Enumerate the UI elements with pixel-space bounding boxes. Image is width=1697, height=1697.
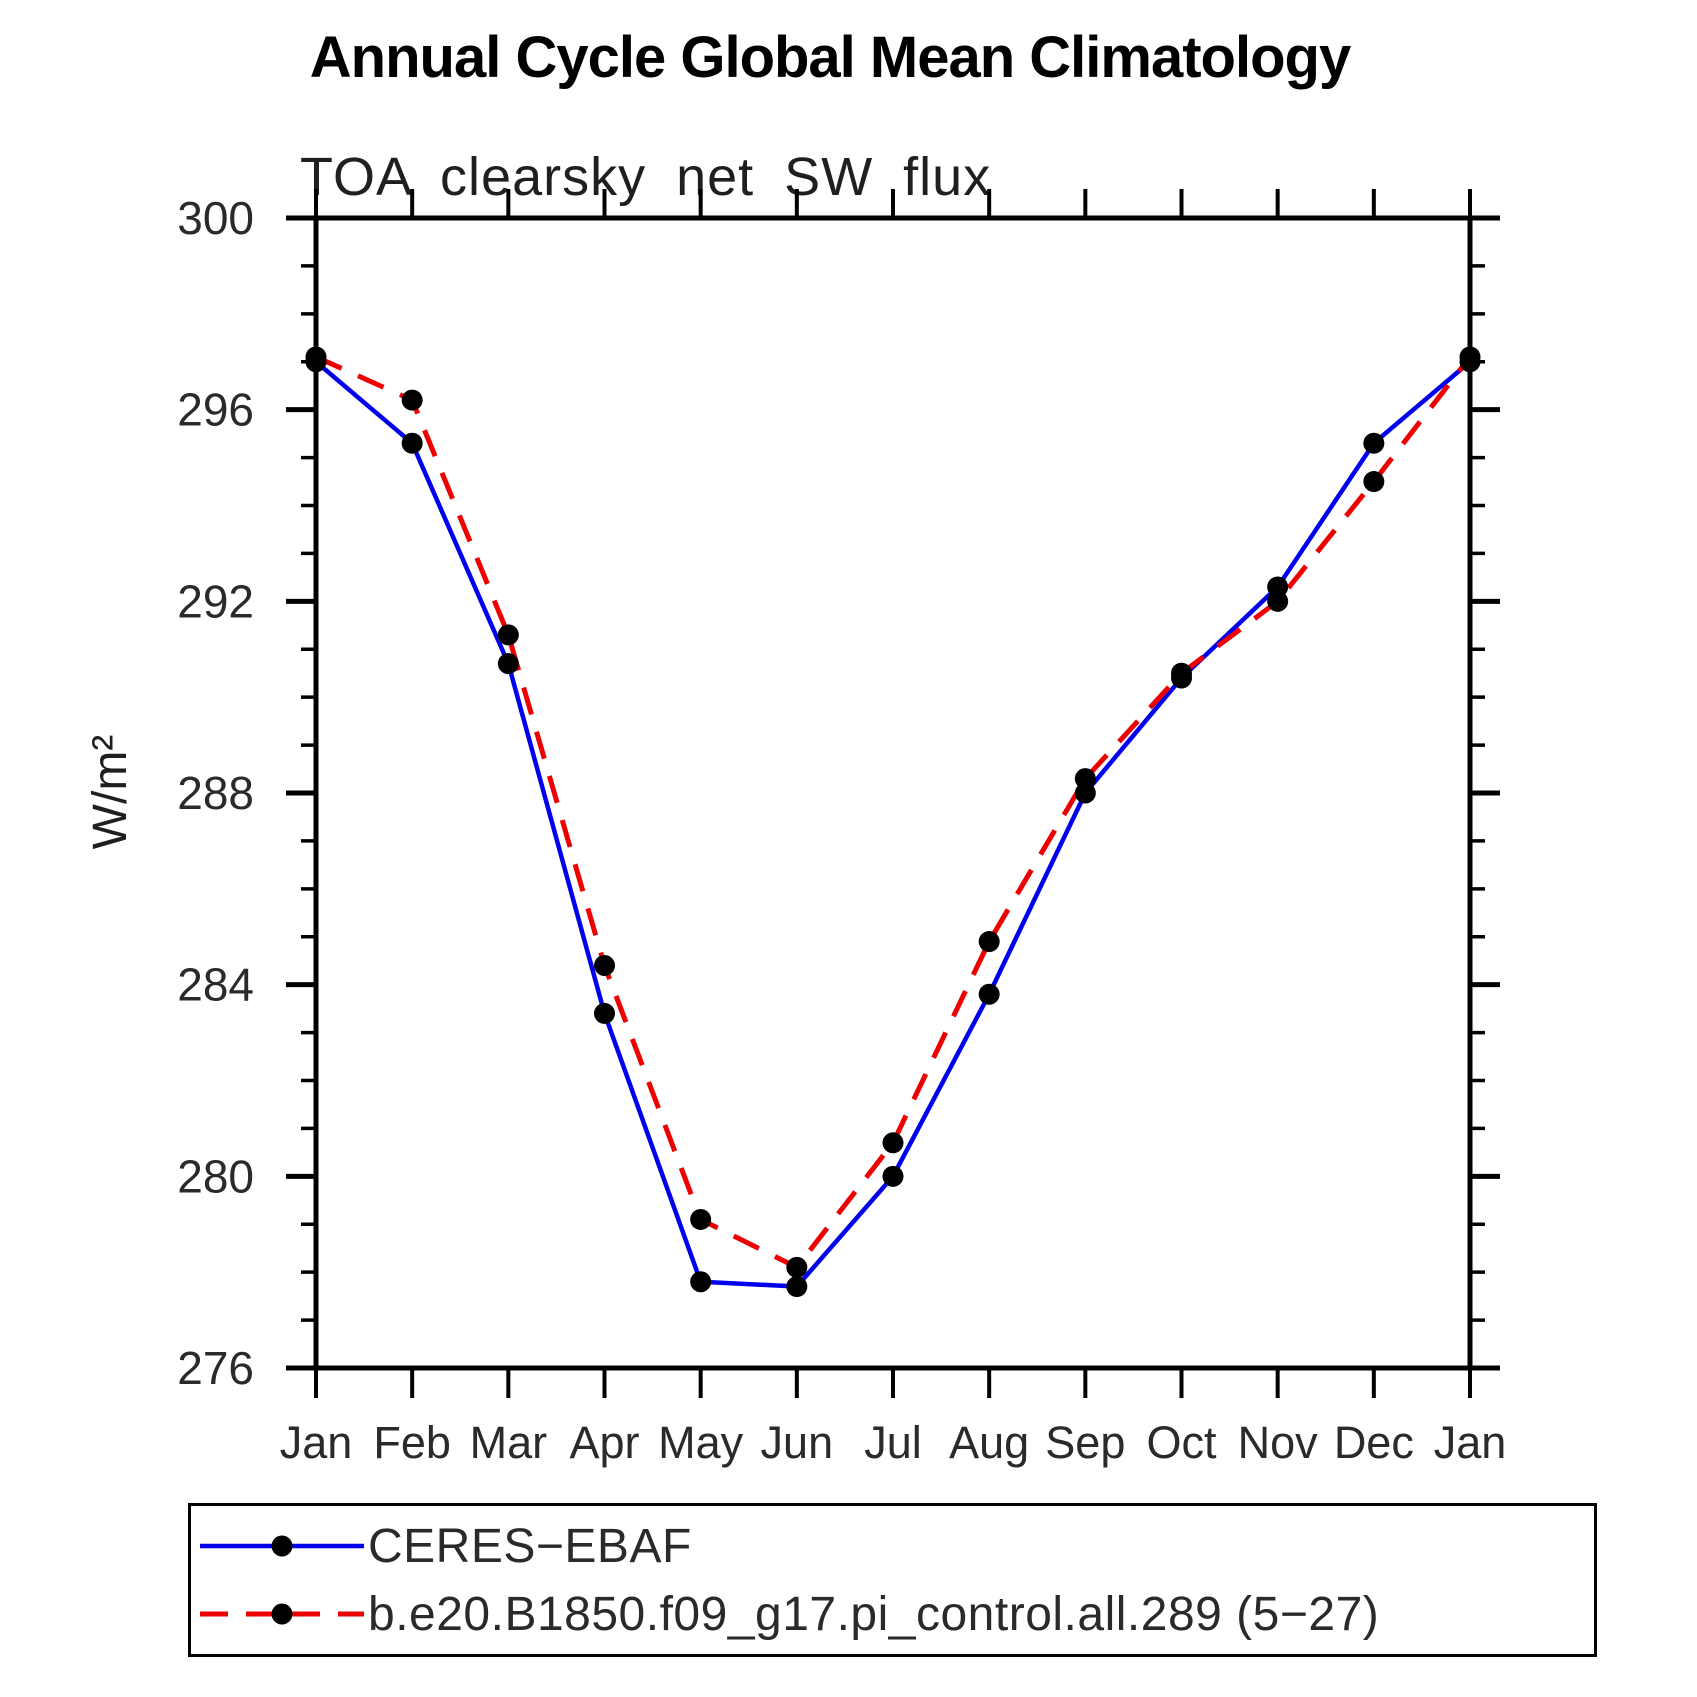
legend-row-model: b.e20.B1850.f09_g17.pi_control.all.289 (…: [191, 1580, 1594, 1648]
x-tick-label: Mar: [470, 1417, 548, 1468]
data-point-marker: [1267, 576, 1289, 598]
chart-title: Annual Cycle Global Mean Climatology: [309, 25, 1351, 90]
data-point-marker: [690, 1208, 712, 1230]
y-tick-label: 284: [177, 959, 254, 1011]
legend-label-ceres: CERES−EBAF: [368, 1519, 692, 1573]
data-point-marker: [1363, 471, 1385, 493]
data-point-marker: [594, 955, 615, 976]
x-tick-label: Jun: [761, 1417, 834, 1468]
series-line-1: [314, 354, 1472, 1271]
legend-row-ceres: CERES−EBAF: [191, 1512, 1594, 1580]
x-tick-label: Jan: [280, 1417, 353, 1468]
data-point-marker: [786, 1276, 808, 1298]
x-tick-label: Oct: [1146, 1417, 1217, 1468]
data-point-marker: [1171, 662, 1192, 684]
x-tick-label: Apr: [569, 1417, 639, 1468]
data-point-marker: [1267, 590, 1289, 612]
legend-label-model: b.e20.B1850.f09_g17.pi_control.all.289 (…: [368, 1587, 1380, 1641]
data-point-marker: [305, 346, 327, 368]
y-tick-label: 276: [177, 1342, 254, 1394]
data-point-marker: [1459, 346, 1481, 368]
x-tick-label: Feb: [373, 1417, 451, 1468]
legend-sample-ceres-line-icon: [200, 1535, 364, 1557]
data-point-marker: [497, 653, 519, 675]
data-point-marker: [594, 1002, 615, 1024]
data-point-marker: [786, 1256, 808, 1278]
data-point-marker: [401, 389, 423, 411]
y-tick-label: 280: [177, 1150, 254, 1202]
x-tick-label: May: [658, 1417, 744, 1468]
x-tick-label: Jan: [1434, 1417, 1507, 1468]
y-tick-label: 292: [177, 575, 254, 627]
data-point-marker: [882, 1132, 904, 1154]
chart-subtitle: TOA clearsky net SW flux: [300, 147, 992, 207]
data-point-marker: [1074, 782, 1096, 804]
data-point-marker: [978, 983, 1000, 1005]
x-tick-label: Nov: [1238, 1417, 1319, 1468]
y-tick-label: 296: [177, 384, 254, 436]
legend-marker-sample: [271, 1535, 293, 1557]
data-point-marker: [401, 432, 423, 454]
data-point-marker: [1074, 768, 1096, 790]
x-tick-label: Jul: [864, 1417, 922, 1468]
data-point-marker: [1363, 432, 1385, 454]
legend-sample-model-line-icon: [200, 1603, 364, 1625]
data-point-marker: [882, 1165, 904, 1187]
x-tick-label: Dec: [1334, 1417, 1414, 1468]
plot-frame: [313, 215, 1473, 1371]
y-tick-label: 300: [177, 192, 254, 244]
data-point-marker: [497, 624, 519, 646]
y-tick-label: 288: [177, 767, 254, 819]
legend-marker-sample: [271, 1603, 293, 1625]
legend-box: CERES−EBAF b.e20.B1850.f09_g17.pi_contro…: [188, 1503, 1597, 1657]
data-point-marker: [978, 931, 1000, 953]
x-tick-label: Aug: [949, 1417, 1029, 1468]
x-tick-label: Sep: [1045, 1417, 1125, 1468]
data-point-marker: [690, 1271, 712, 1293]
